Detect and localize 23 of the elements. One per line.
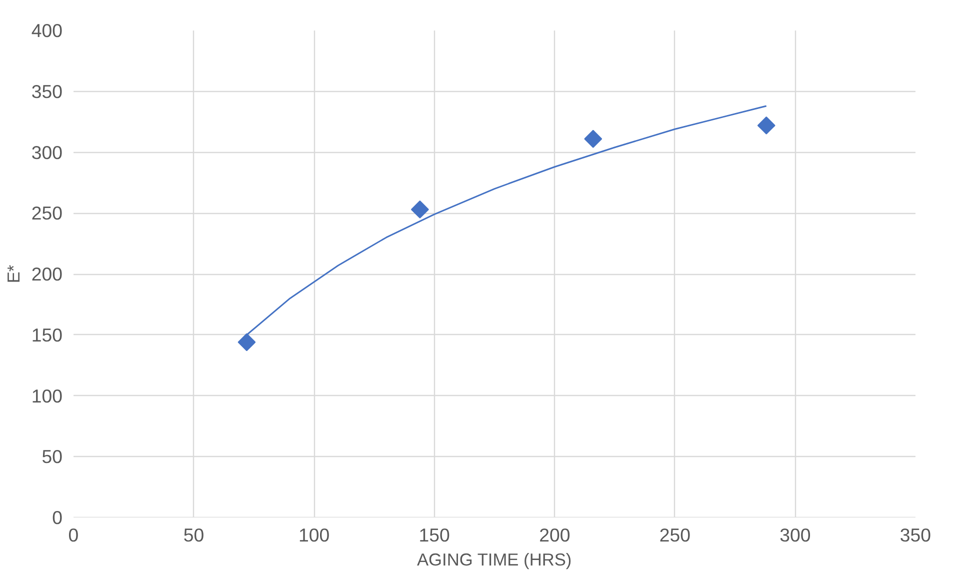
y-tick-label: 400 <box>31 20 63 41</box>
point <box>584 130 602 148</box>
point <box>238 333 256 352</box>
y-tick-label: 300 <box>31 142 63 163</box>
point <box>410 200 429 218</box>
x-axis-title: AGING TIME (HRS) <box>417 550 572 570</box>
x-tick-label: 50 <box>183 524 204 546</box>
y-tick-label: 150 <box>31 324 63 346</box>
y-tick-label: 100 <box>31 385 63 406</box>
y-tick-label: 50 <box>42 446 63 468</box>
x-tick-label: 300 <box>780 524 811 546</box>
y-tick-label: 0 <box>52 507 63 528</box>
point <box>757 116 776 134</box>
x-tick-label: 350 <box>900 524 932 546</box>
x-tick-label: 250 <box>659 524 691 546</box>
x-tick-label: 0 <box>68 524 79 546</box>
x-tick-label: 200 <box>539 524 570 546</box>
y-tick-label: 200 <box>31 264 63 284</box>
x-tick-label: 100 <box>298 524 330 546</box>
x-tick-label: 150 <box>418 524 450 546</box>
y-tick-label: 350 <box>31 80 63 102</box>
y-axis-title: E* <box>3 264 24 284</box>
y-tick-label: 250 <box>31 202 63 224</box>
